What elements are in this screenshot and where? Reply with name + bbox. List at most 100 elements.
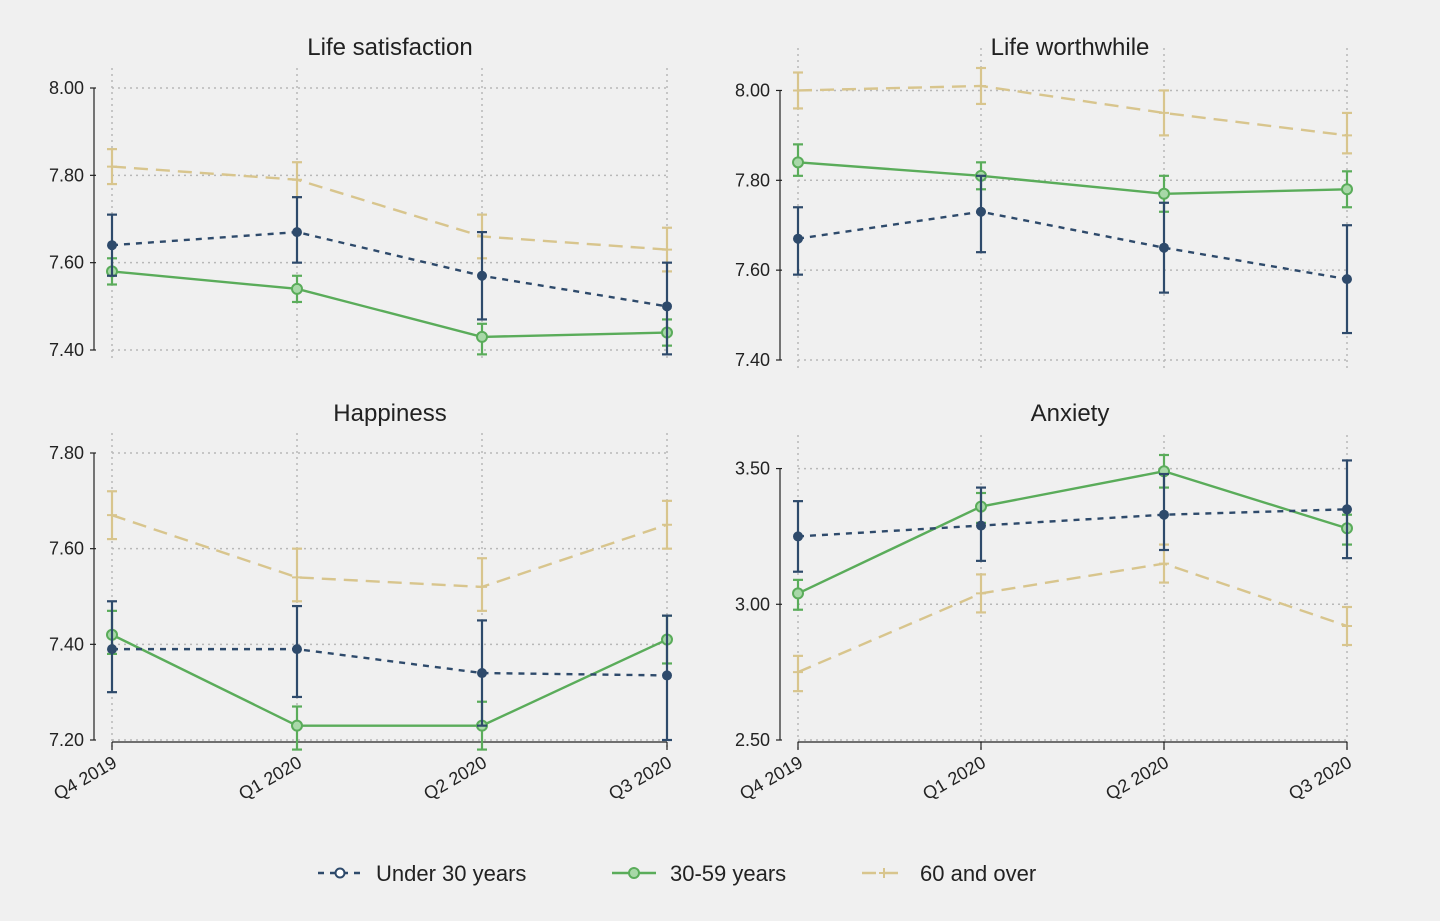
data-point: [793, 667, 803, 678]
y-tick-label: 7.20: [49, 730, 84, 750]
x-tick-label: Q4 2019: [50, 752, 120, 804]
legend-label: 30-59 years: [670, 861, 786, 886]
y-tick-label: 2.50: [735, 730, 770, 750]
series-under-30-years: [107, 196, 672, 356]
panel-title: Life satisfaction: [307, 34, 472, 61]
data-point: [1158, 187, 1170, 200]
series-30-59-years: [106, 257, 673, 356]
data-point: [1159, 107, 1169, 118]
series-line: [112, 647, 668, 677]
x-tick-label: Q3 2020: [1285, 752, 1355, 804]
series-under-30-years: [107, 600, 672, 742]
series-line: [797, 161, 1348, 195]
series-line: [797, 84, 1348, 137]
data-point: [662, 670, 672, 681]
data-point: [792, 587, 804, 600]
data-point: [1342, 130, 1352, 141]
series-under-30-years: [793, 459, 1352, 573]
data-point: [1159, 558, 1169, 569]
data-point: [976, 80, 986, 91]
legend-item: 60 and over: [862, 861, 1036, 886]
data-point: [793, 85, 803, 96]
x-tick-label: Q3 2020: [605, 752, 675, 804]
series-under-30-years: [793, 174, 1352, 335]
series-line: [111, 270, 668, 339]
panel-title: Life worthwhile: [991, 34, 1150, 61]
series-30-59-years: [792, 453, 1353, 611]
series-line: [797, 508, 1348, 538]
series-30-59-years: [106, 609, 673, 751]
series-line: [797, 562, 1348, 674]
series-line: [111, 230, 668, 308]
y-tick-label: 7.80: [49, 165, 84, 185]
legend-item: Under 30 years: [318, 861, 526, 886]
y-tick-label: 7.60: [49, 253, 84, 273]
data-point: [662, 244, 672, 255]
y-tick-label: 7.80: [49, 443, 84, 463]
data-point: [976, 588, 986, 599]
data-point: [1341, 183, 1353, 196]
panel-title: Anxiety: [1031, 400, 1110, 427]
data-point: [1342, 504, 1352, 515]
panel-life-worthwhile: Life worthwhile 7.40 7.60 7.80 8.00: [735, 34, 1353, 370]
data-point: [107, 644, 117, 655]
y-tick-label: 8.00: [735, 80, 770, 100]
y-tick-label: 7.40: [49, 340, 84, 360]
x-tick-label: Q1 2020: [919, 752, 989, 804]
data-point: [477, 668, 487, 679]
data-point: [1159, 509, 1169, 520]
data-point: [976, 206, 986, 217]
legend-marker: [879, 868, 889, 878]
legend: Under 30 years 30-59 years 60 and over: [318, 861, 1036, 886]
data-point: [1342, 621, 1352, 631]
series-30-59-years: [792, 143, 1353, 213]
data-point: [792, 156, 804, 169]
legend-marker: [334, 867, 346, 879]
data-point: [292, 227, 302, 238]
data-point: [107, 240, 117, 251]
legend-label: Under 30 years: [376, 861, 526, 886]
data-point: [477, 581, 487, 592]
series-line: [797, 470, 1348, 595]
x-tick-label: Q2 2020: [420, 752, 490, 804]
y-tick-label: 3.50: [735, 459, 770, 479]
y-tick-label: 8.00: [49, 78, 84, 98]
series-line: [111, 165, 668, 251]
x-tick-label: Q2 2020: [1102, 752, 1172, 804]
data-point: [1159, 242, 1169, 253]
series-60-and-over: [793, 543, 1352, 693]
legend-item: 30-59 years: [612, 861, 786, 886]
y-tick-label: 7.40: [735, 350, 770, 370]
data-point: [477, 270, 487, 281]
data-point: [662, 519, 672, 530]
legend-label: 60 and over: [920, 861, 1036, 886]
data-point: [793, 233, 803, 244]
y-tick-label: 7.80: [735, 170, 770, 190]
legend-marker: [628, 867, 640, 879]
data-point: [107, 161, 117, 172]
data-point: [292, 644, 302, 655]
panel-title: Happiness: [333, 400, 446, 427]
data-point: [291, 282, 303, 295]
panel-life-satisfaction: Life satisfaction 7.40 7.60 7.80 8.00: [49, 34, 673, 360]
panel-anxiety: Anxiety 2.50 3.00 3.50 Q4 2019 Q1 2020 Q2 2020…: [735, 400, 1355, 804]
x-tick-label: Q4 2019: [736, 752, 806, 804]
series-line: [111, 633, 668, 727]
data-point: [292, 572, 302, 583]
x-tick-label: Q1 2020: [235, 752, 305, 804]
data-point: [107, 510, 117, 521]
series-60-and-over: [107, 490, 672, 612]
data-point: [1342, 274, 1352, 285]
y-tick-label: 7.60: [49, 539, 84, 559]
series-60-and-over: [107, 148, 672, 273]
data-point: [292, 174, 302, 185]
y-tick-label: 7.60: [735, 260, 770, 280]
y-tick-label: 3.00: [735, 594, 770, 614]
data-point: [793, 531, 803, 542]
data-point: [291, 719, 303, 732]
series-line: [111, 514, 668, 589]
series-60-and-over: [793, 66, 1352, 155]
data-point: [476, 330, 488, 343]
panel-happiness: Happiness 7.20 7.40 7.60 7.80 Q4 2019 Q1 2020 Q…: [49, 400, 675, 804]
